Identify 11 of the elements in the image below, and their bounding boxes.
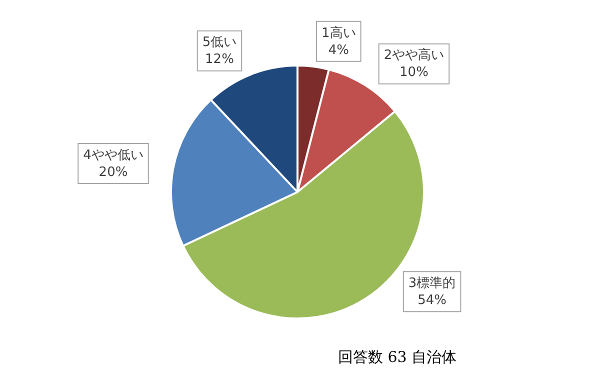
data-label: 12%	[205, 52, 234, 68]
data-label: 4%	[328, 42, 349, 58]
slice-label: 1高い	[322, 24, 356, 41]
text: 回答数 63 自治体	[338, 348, 457, 366]
slice-label: 4やや低い	[83, 148, 144, 163]
slice-label: 2やや高い	[384, 47, 444, 64]
slice-label: 3標準的	[408, 276, 456, 291]
data-label: 54%	[418, 293, 447, 308]
data-label: 20%	[98, 164, 128, 180]
slice-label: 5低い	[202, 35, 237, 50]
data-label: 10%	[400, 65, 428, 80]
